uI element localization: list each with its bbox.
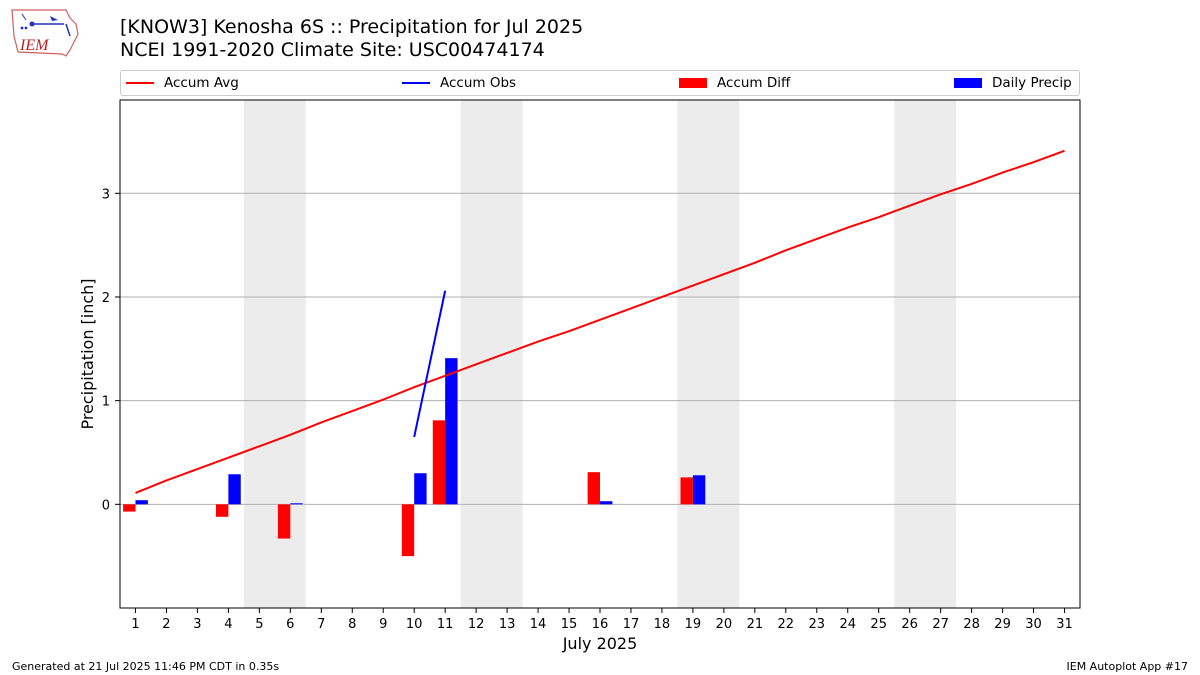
x-tick-label-16: 16 xyxy=(592,617,609,632)
chart-subtitle: NCEI 1991-2020 Climate Site: USC00474174 xyxy=(120,39,545,61)
bar-daily-precip-day-16 xyxy=(600,501,613,505)
x-tick-label-15: 15 xyxy=(561,617,578,632)
x-tick-label-4: 4 xyxy=(224,617,232,632)
x-tick-label-21: 21 xyxy=(747,617,764,632)
x-tick-label-30: 30 xyxy=(1025,617,1042,632)
bar-accum-diff-day-10 xyxy=(401,504,415,557)
bar-accum-diff-day-4 xyxy=(216,504,229,517)
line-accum-avg xyxy=(135,149,1065,494)
x-tick-label-23: 23 xyxy=(809,617,826,632)
x-tick-label-19: 19 xyxy=(685,617,702,632)
x-tick-label-24: 24 xyxy=(839,617,856,632)
iem-logo: IEM xyxy=(11,9,79,57)
x-tick-label-29: 29 xyxy=(994,617,1011,632)
chart-title: [KNOW3] Kenosha 6S :: Precipitation for … xyxy=(120,16,584,38)
y-tick-label-1: 1 xyxy=(102,395,110,410)
y-tick-label-3: 3 xyxy=(102,187,110,202)
x-tick-label-9: 9 xyxy=(379,617,387,632)
bar-daily-precip-day-4 xyxy=(228,474,241,505)
legend-item-accum-obs: Accum Obs xyxy=(402,71,516,95)
x-axis-label: July 2025 xyxy=(562,634,638,653)
x-tick-label-17: 17 xyxy=(623,617,640,632)
x-tick-label-28: 28 xyxy=(963,617,980,632)
x-tick-label-10: 10 xyxy=(406,617,423,632)
x-tick-label-11: 11 xyxy=(437,617,454,632)
legend-swatch-accum-diff xyxy=(679,78,707,88)
x-tick-label-5: 5 xyxy=(255,617,263,632)
footer-generated: Generated at 21 Jul 2025 11:46 PM CDT in… xyxy=(12,660,280,673)
x-tick-label-12: 12 xyxy=(468,617,485,632)
logo-text: IEM xyxy=(19,37,50,54)
bar-accum-diff-day-19 xyxy=(680,477,693,505)
x-tick-label-1: 1 xyxy=(131,617,139,632)
legend-swatch-accum-obs xyxy=(402,82,430,84)
weekend-shade-12 xyxy=(460,100,523,608)
bar-accum-diff-day-6 xyxy=(277,504,291,539)
weekend-shade-5 xyxy=(243,100,306,608)
x-tick-label-25: 25 xyxy=(870,617,887,632)
x-tick-label-6: 6 xyxy=(286,617,294,632)
legend-label-daily-precip: Daily Precip xyxy=(992,75,1072,91)
legend-label-accum-diff: Accum Diff xyxy=(717,75,791,91)
legend-item-accum-avg: Accum Avg xyxy=(126,71,239,95)
legend-label-accum-obs: Accum Obs xyxy=(440,75,517,91)
bar-daily-precip-day-1 xyxy=(135,500,148,505)
x-tick-label-3: 3 xyxy=(193,617,201,632)
footer-app: IEM Autoplot App #17 xyxy=(1066,660,1189,673)
legend-swatch-accum-avg xyxy=(126,82,154,84)
weekend-shade-19 xyxy=(677,100,740,608)
y-tick-label-0: 0 xyxy=(102,498,110,513)
line-accum-obs xyxy=(413,290,447,438)
legend-item-accum-diff: Accum Diff xyxy=(679,71,790,95)
legend-item-daily-precip: Daily Precip xyxy=(954,71,1072,95)
weekend-shade-26 xyxy=(894,100,957,608)
x-tick-label-27: 27 xyxy=(932,617,949,632)
x-tick-label-13: 13 xyxy=(499,617,516,632)
bar-accum-diff-day-1 xyxy=(123,504,136,512)
x-tick-label-2: 2 xyxy=(162,617,170,632)
x-tick-label-14: 14 xyxy=(530,617,547,632)
x-tick-label-31: 31 xyxy=(1056,617,1073,632)
bar-daily-precip-day-6 xyxy=(290,503,303,505)
legend-label-accum-avg: Accum Avg xyxy=(164,75,239,91)
x-tick-label-22: 22 xyxy=(778,617,795,632)
chart-legend: Accum Avg Accum Obs Accum Diff Daily Pre… xyxy=(120,70,1080,96)
bar-daily-precip-day-10 xyxy=(414,473,427,505)
bar-accum-diff-day-11 xyxy=(432,420,446,505)
y-axis-label: Precipitation [inch] xyxy=(78,278,97,429)
x-tick-label-8: 8 xyxy=(348,617,356,632)
y-tick-label-2: 2 xyxy=(102,291,110,306)
x-tick-label-20: 20 xyxy=(716,617,733,632)
bar-daily-precip-day-19 xyxy=(692,475,706,505)
x-tick-label-7: 7 xyxy=(317,617,325,632)
x-tick-label-26: 26 xyxy=(901,617,918,632)
bar-accum-diff-day-16 xyxy=(587,472,600,505)
x-tick-label-18: 18 xyxy=(654,617,671,632)
bar-daily-precip-day-11 xyxy=(445,358,458,505)
legend-swatch-daily-precip xyxy=(954,78,982,88)
